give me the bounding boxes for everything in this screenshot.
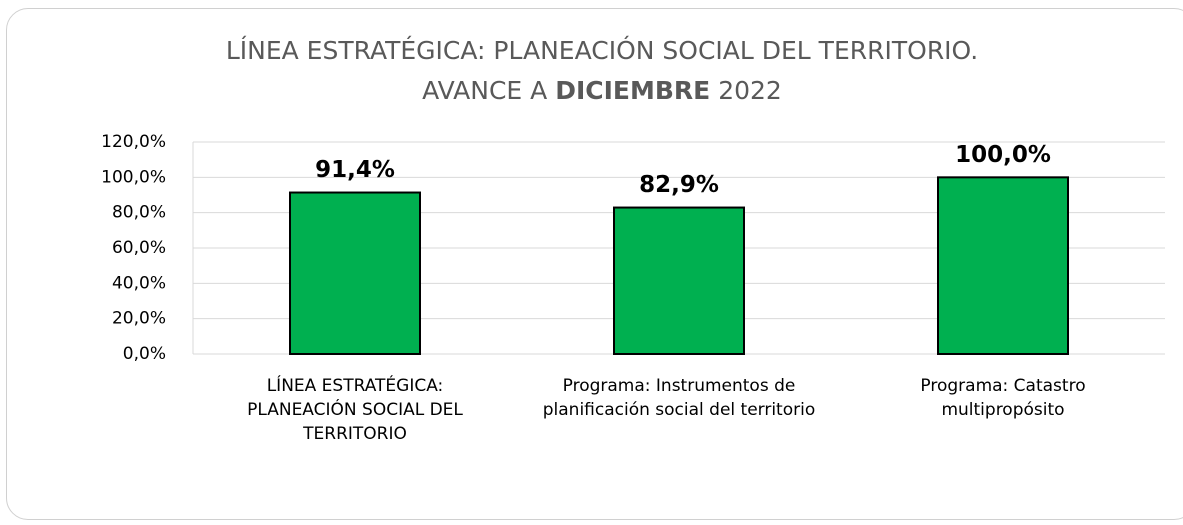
- bar: [937, 176, 1069, 355]
- chart-title: LÍNEA ESTRATÉGICA: PLANEACIÓN SOCIAL DEL…: [226, 35, 978, 65]
- title-part: AVANCE A: [422, 76, 547, 105]
- y-tick-label: 0,0%: [123, 344, 166, 364]
- data-label: 82,9%: [639, 172, 719, 198]
- bar: [289, 191, 421, 355]
- chart-title-line2: AVANCE A DICIEMBRE 2022: [422, 76, 782, 105]
- y-tick-label: 40,0%: [112, 273, 166, 293]
- y-tick-label: 80,0%: [112, 203, 166, 223]
- title-part: DICIEMBRE: [555, 76, 710, 105]
- x-tick-label: Programa: Instrumentos de planificación …: [542, 376, 816, 420]
- data-label: 91,4%: [315, 157, 395, 183]
- y-tick-label: 20,0%: [112, 309, 166, 329]
- x-tick-label: LÍNEA ESTRATÉGICA: PLANEACIÓN SOCIAL DEL…: [247, 376, 463, 444]
- bar: [613, 206, 745, 355]
- title-part: 2022: [718, 76, 782, 105]
- y-tick-label: 60,0%: [112, 238, 166, 258]
- chart-frame: [6, 8, 1183, 520]
- y-tick-label: 100,0%: [101, 167, 166, 187]
- data-label: 100,0%: [955, 142, 1051, 168]
- x-tick-label: Programa: Catastro multipropósito: [920, 376, 1086, 420]
- y-tick-label: 120,0%: [101, 132, 166, 152]
